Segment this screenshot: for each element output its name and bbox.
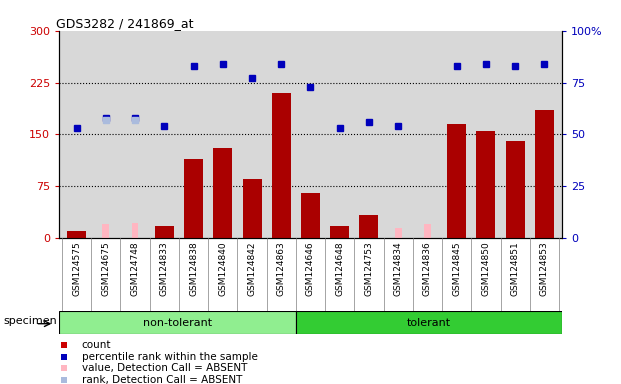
Text: GSM124851: GSM124851: [510, 242, 520, 296]
Text: GSM124850: GSM124850: [481, 242, 491, 296]
Bar: [243, 179, 261, 238]
FancyBboxPatch shape: [296, 311, 562, 334]
Text: specimen: specimen: [3, 316, 57, 326]
Text: percentile rank within the sample: percentile rank within the sample: [81, 351, 258, 362]
Text: GSM124845: GSM124845: [452, 242, 461, 296]
Bar: [505, 141, 525, 238]
Text: GSM124675: GSM124675: [101, 242, 111, 296]
Bar: [476, 131, 496, 238]
Text: rank, Detection Call = ABSENT: rank, Detection Call = ABSENT: [81, 374, 242, 384]
Text: GSM124863: GSM124863: [277, 242, 286, 296]
Text: GSM124853: GSM124853: [540, 242, 549, 296]
Bar: [67, 231, 86, 238]
Bar: [213, 148, 232, 238]
Bar: [272, 93, 291, 238]
Text: GSM124748: GSM124748: [130, 242, 140, 296]
Bar: [424, 224, 431, 238]
Text: GSM124834: GSM124834: [394, 242, 403, 296]
Text: count: count: [81, 340, 111, 350]
Bar: [535, 110, 554, 238]
Text: GSM124833: GSM124833: [160, 242, 169, 296]
Bar: [360, 215, 378, 238]
Text: GSM124840: GSM124840: [218, 242, 227, 296]
Bar: [102, 224, 109, 238]
FancyBboxPatch shape: [59, 311, 296, 334]
Text: GSM124648: GSM124648: [335, 242, 344, 296]
Bar: [184, 159, 203, 238]
Text: GSM124836: GSM124836: [423, 242, 432, 296]
Bar: [330, 226, 349, 238]
Text: tolerant: tolerant: [407, 318, 451, 328]
Bar: [301, 193, 320, 238]
Text: GDS3282 / 241869_at: GDS3282 / 241869_at: [57, 17, 194, 30]
Bar: [447, 124, 466, 238]
Text: GSM124575: GSM124575: [72, 242, 81, 296]
Text: GSM124838: GSM124838: [189, 242, 198, 296]
Text: GSM124753: GSM124753: [365, 242, 373, 296]
Text: value, Detection Call = ABSENT: value, Detection Call = ABSENT: [81, 363, 247, 373]
Bar: [155, 226, 174, 238]
Text: non-tolerant: non-tolerant: [143, 318, 212, 328]
Bar: [132, 223, 138, 238]
Text: GSM124842: GSM124842: [248, 242, 256, 296]
Text: GSM124646: GSM124646: [306, 242, 315, 296]
Bar: [395, 228, 402, 238]
